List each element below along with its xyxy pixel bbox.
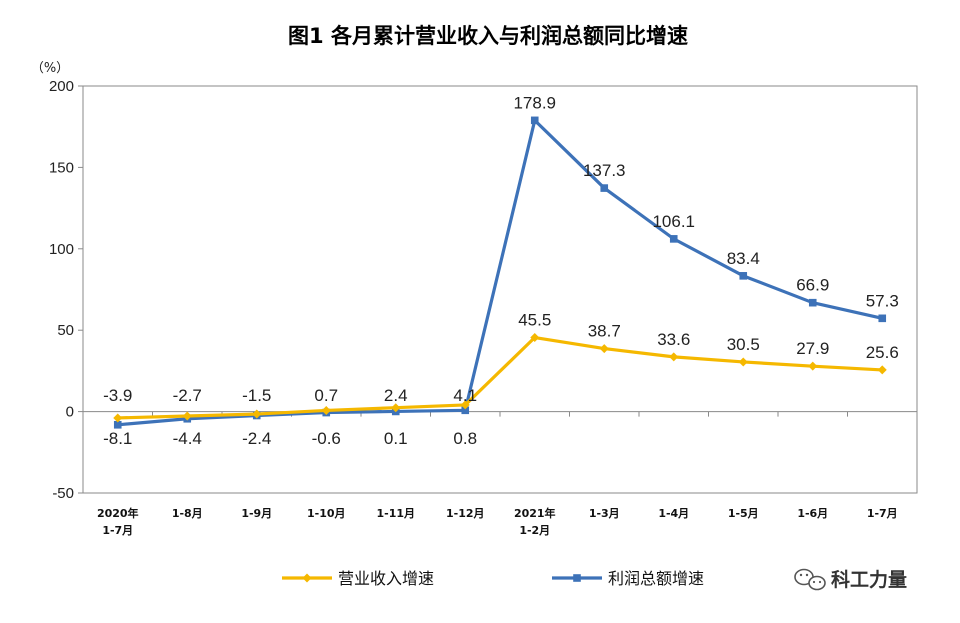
y-unit-label: （%）: [31, 61, 69, 76]
legend-item-revenue: 营业收入增速: [282, 569, 434, 588]
x-tick-label-line: 1-11月: [376, 507, 415, 520]
data-label-profit: 57.3: [866, 291, 899, 310]
x-tick-label-line: 1-7月: [102, 524, 133, 537]
data-point-profit: [808, 298, 817, 307]
x-tick-label-line: 2020年: [97, 506, 139, 520]
legend: 营业收入增速 利润总额增速: [282, 569, 704, 588]
series-revenue: [113, 333, 887, 423]
data-label-revenue: -2.7: [173, 386, 202, 405]
x-tick-label-line: 1-3月: [589, 507, 620, 520]
data-label-profit: -4.4: [173, 429, 202, 448]
x-tick-label-line: 2021年: [514, 506, 556, 520]
x-tick-label-line: 1-7月: [867, 507, 898, 520]
data-point-revenue: [321, 405, 331, 415]
data-label-profit: 137.3: [583, 161, 626, 180]
y-tick-label: 150: [49, 159, 74, 176]
y-tick-label: 0: [66, 404, 74, 421]
x-tick-label-line: 1-9月: [241, 507, 272, 520]
data-label-revenue: 38.7: [588, 322, 621, 341]
data-point-profit: [878, 314, 887, 323]
legend-swatch-marker-revenue: [302, 573, 312, 583]
data-label-revenue: 25.6: [866, 343, 899, 362]
data-point-revenue: [669, 352, 679, 362]
data-point-profit: [113, 420, 122, 429]
x-tick-label: 1-4月: [658, 507, 689, 520]
x-tick-label-line: 1-5月: [728, 507, 759, 520]
data-point-profit: [530, 116, 539, 125]
data-label-profit: -0.6: [312, 429, 341, 448]
x-tick-label: 1-7月: [867, 507, 898, 520]
data-point-revenue: [460, 400, 470, 410]
data-label-profit: 106.1: [652, 212, 695, 231]
x-tick-label: 1-8月: [172, 507, 203, 520]
data-label-revenue: 33.6: [657, 330, 690, 349]
data-point-profit: [669, 235, 678, 243]
data-point-revenue: [252, 409, 262, 419]
data-label-revenue: 27.9: [796, 339, 829, 358]
data-point-revenue: [182, 411, 192, 421]
data-label-revenue: 2.4: [384, 386, 408, 405]
data-point-profit: [739, 272, 748, 280]
x-tick-label: 1-3月: [589, 507, 620, 520]
legend-label-profit: 利润总额增速: [608, 569, 704, 588]
y-tick-label: 100: [49, 241, 74, 258]
data-label-revenue: 45.5: [518, 311, 551, 330]
x-tick-label-line: 1-8月: [172, 507, 203, 520]
data-point-revenue: [113, 413, 123, 423]
legend-label-revenue: 营业收入增速: [338, 569, 434, 588]
data-labels: -3.9 -2.7 -1.5 0.7 2.4 4.1 45.5 38.7 33.6 30.5 27.…: [103, 93, 899, 448]
watermark: 科工力量: [794, 568, 907, 591]
x-tick-label: 1-6月: [797, 507, 828, 520]
x-tick-label-line: 1-4月: [658, 507, 689, 520]
x-tick-label-line: 1-6月: [797, 507, 828, 520]
legend-item-profit: 利润总额增速: [552, 569, 704, 588]
data-point-revenue: [877, 365, 887, 375]
data-label-profit: 0.1: [384, 429, 408, 448]
chart-title: 图1 各月累计营业收入与利润总额同比增速: [288, 24, 688, 48]
data-label-profit: 0.8: [453, 429, 477, 448]
y-axis: -50 0 50 100 150 200: [49, 78, 83, 502]
x-tick-label-line: 1-2月: [519, 524, 550, 537]
x-tick-label: 1-5月: [728, 507, 759, 520]
watermark-text: 科工力量: [831, 568, 907, 591]
data-label-revenue: -3.9: [103, 386, 132, 405]
data-point-revenue: [391, 403, 401, 413]
x-tick-label: 1-11月: [376, 507, 415, 520]
x-axis: 2020年 1-7月 1-8月 1-9月 1-10月 1-11月 1-12月 2021年 1-2…: [82, 411, 918, 537]
y-tick-label: -50: [52, 485, 74, 502]
series-layer: -3.9 -2.7 -1.5 0.7 2.4 4.1 45.5 38.7 33.6 30.5 27.…: [103, 93, 899, 448]
data-label-revenue: 0.7: [314, 386, 338, 405]
x-tick-label-line: 1-12月: [446, 507, 485, 520]
data-point-revenue: [599, 344, 609, 354]
data-point-revenue: [530, 333, 540, 343]
data-label-profit: 83.4: [727, 249, 760, 268]
x-tick-label: 1-12月: [446, 507, 485, 520]
data-point-revenue: [808, 361, 818, 371]
wechat-icon: [794, 568, 826, 591]
y-tick-label: 200: [49, 78, 74, 95]
data-label-revenue: 4.1: [453, 386, 477, 405]
data-label-revenue: -1.5: [242, 386, 271, 405]
y-tick-label: 50: [57, 322, 74, 339]
series-line-revenue: [116, 335, 884, 420]
x-tick-label: 2021年 1-2月: [514, 506, 556, 537]
data-point-revenue: [738, 357, 748, 367]
data-point-profit: [461, 406, 470, 415]
data-label-profit: -2.4: [242, 429, 271, 448]
plot-area: [82, 85, 918, 494]
x-tick-label: 2020年 1-7月: [97, 506, 139, 537]
data-point-profit: [600, 184, 609, 192]
data-label-revenue: 30.5: [727, 335, 760, 354]
x-tick-label-line: 1-10月: [307, 507, 346, 520]
data-label-profit: -8.1: [103, 429, 132, 448]
data-label-profit: 178.9: [513, 93, 556, 112]
x-tick-label: 1-9月: [241, 507, 272, 520]
series-line-profit: [116, 118, 884, 427]
x-tick-label: 1-10月: [307, 507, 346, 520]
legend-swatch-marker-profit: [573, 574, 581, 582]
data-label-profit: 66.9: [796, 276, 829, 295]
series-profit: [113, 116, 887, 429]
